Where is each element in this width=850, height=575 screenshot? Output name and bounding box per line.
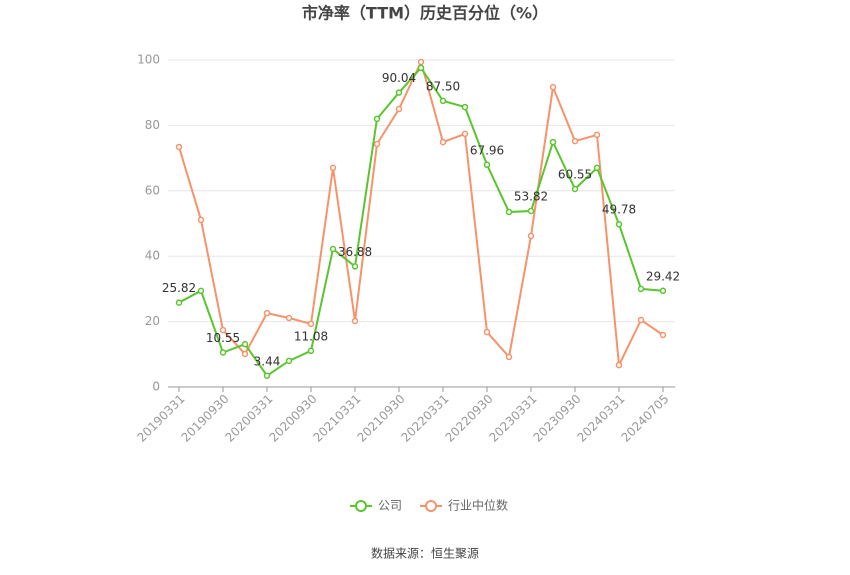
data-point [241, 340, 249, 348]
data-label: 53.82 [514, 190, 548, 204]
series-line [178, 59, 664, 369]
data-label: 3.44 [254, 354, 281, 368]
data-point [285, 357, 293, 365]
legend-label: 公司 [378, 499, 402, 513]
data-point [175, 143, 183, 151]
data-point [285, 314, 293, 322]
x-tick-label: 20240705 [619, 392, 672, 445]
data-point [373, 115, 381, 123]
data-point [197, 216, 205, 224]
chart-title: 市净率（TTM）历史百分位（%） [302, 4, 548, 23]
data-point [483, 328, 491, 336]
source: 数据来源：恒生聚源 [371, 546, 479, 561]
data-point [571, 185, 579, 193]
data-point [307, 320, 315, 328]
data-label: 87.50 [426, 79, 460, 93]
data-label: 29.42 [646, 269, 680, 283]
data-point [351, 263, 359, 270]
y-tick-label: 20 [145, 314, 160, 328]
legend-label: 行业中位数 [448, 498, 508, 513]
data-point [395, 105, 403, 113]
data-point [505, 208, 513, 216]
y-tick-label: 80 [145, 118, 160, 132]
legend-marker [425, 500, 437, 512]
data-point [659, 287, 667, 295]
data-label: 36.88 [338, 245, 372, 259]
data-label: 60.55 [558, 168, 592, 182]
data-point [615, 220, 623, 228]
data-label: 67.96 [470, 143, 504, 157]
data-point [637, 285, 645, 293]
data-point [593, 164, 601, 172]
data-label: 10.55 [206, 331, 240, 345]
series-line [178, 66, 664, 378]
data-point [219, 326, 227, 334]
data-point [593, 131, 601, 139]
data-point [263, 309, 271, 317]
data-point [659, 331, 667, 339]
data-point [527, 232, 535, 240]
data-point [461, 130, 469, 138]
data-point [549, 138, 557, 146]
data-point [263, 372, 271, 380]
data-point [395, 89, 403, 96]
data-point [417, 64, 425, 72]
data-point [461, 103, 469, 111]
data-label: 90.04 [382, 71, 416, 85]
y-tick-label: 0 [152, 380, 160, 394]
data-point [329, 164, 337, 172]
data-point [439, 97, 447, 105]
data-label: 49.78 [602, 203, 636, 217]
data-point [373, 140, 381, 148]
data-point [417, 58, 425, 66]
y-tick-label: 100 [137, 53, 160, 67]
data-label: 25.82 [162, 281, 196, 295]
data-point [329, 245, 337, 253]
data-point [197, 287, 205, 295]
data-point [527, 207, 535, 215]
data-point [307, 347, 315, 355]
data-label: 11.08 [294, 329, 328, 343]
data-point [241, 350, 249, 358]
data-point [219, 349, 227, 356]
data-point [351, 317, 359, 325]
data-point [175, 299, 183, 306]
data-point [439, 138, 447, 146]
data-point [615, 361, 623, 369]
data-point [505, 353, 513, 361]
legend-marker [355, 500, 367, 512]
y-tick-label: 60 [145, 183, 160, 197]
data-point [483, 161, 491, 169]
data-point [571, 137, 579, 145]
y-tick-label: 40 [145, 249, 160, 263]
data-point [549, 83, 557, 91]
data-point [637, 316, 645, 324]
